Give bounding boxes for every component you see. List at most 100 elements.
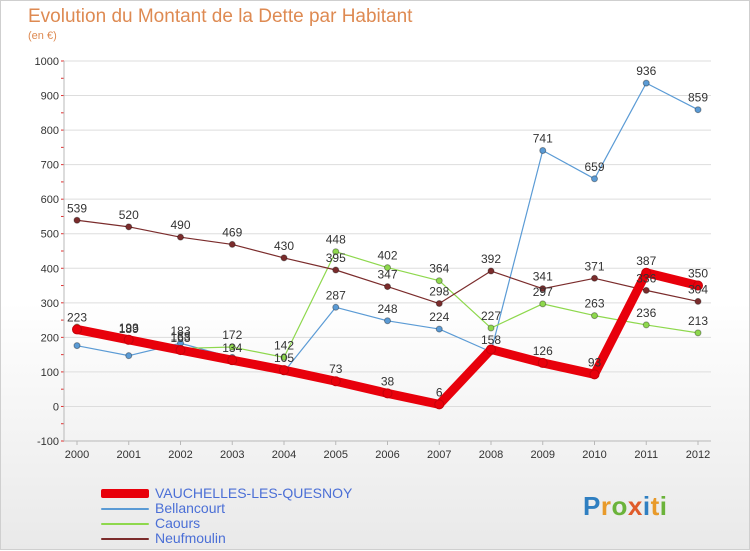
y-tick-label: 400 bbox=[41, 263, 59, 275]
data-label: 126 bbox=[533, 344, 553, 358]
data-point bbox=[642, 321, 650, 329]
x-tick-label: 2009 bbox=[531, 449, 555, 461]
data-label: 93 bbox=[588, 355, 602, 369]
axis-layer: -100 0 100 200 300 400 500 600 700 800 900 1000 2000… bbox=[35, 56, 711, 461]
data-point bbox=[384, 317, 391, 325]
data-point bbox=[589, 369, 600, 380]
data-label: 236 bbox=[636, 306, 656, 320]
data-point bbox=[487, 324, 495, 332]
data-label: 371 bbox=[584, 259, 604, 273]
data-point bbox=[227, 355, 238, 366]
data-point bbox=[330, 376, 341, 387]
data-point bbox=[694, 106, 702, 114]
data-point bbox=[73, 342, 81, 350]
data-point bbox=[694, 297, 702, 305]
data-point bbox=[694, 329, 702, 337]
x-tick-label: 2010 bbox=[582, 449, 606, 461]
x-tick-label: 2012 bbox=[686, 449, 710, 461]
data-point bbox=[279, 365, 289, 376]
data-label: 490 bbox=[170, 218, 190, 232]
data-label: 248 bbox=[377, 302, 397, 316]
data-label: 336 bbox=[636, 271, 656, 285]
x-tick-label: 2006 bbox=[375, 449, 399, 461]
data-label: 298 bbox=[429, 285, 449, 299]
y-tick-label: 800 bbox=[41, 125, 59, 137]
data-label-layer: 223 193 163 134 105 73 38 6 126 93 387 350 183 287 248… bbox=[67, 64, 708, 399]
data-point bbox=[693, 280, 703, 291]
y-tick-label: 900 bbox=[41, 91, 59, 103]
data-label: 134 bbox=[222, 341, 242, 355]
x-tick-label: 2011 bbox=[634, 449, 658, 461]
x-tick-label: 2007 bbox=[427, 449, 451, 461]
data-point bbox=[123, 334, 134, 345]
data-point bbox=[591, 175, 598, 183]
data-point bbox=[539, 300, 547, 308]
y-tick-label: 600 bbox=[41, 194, 59, 206]
data-point bbox=[125, 223, 133, 231]
data-label: 193 bbox=[119, 321, 139, 335]
data-point bbox=[228, 343, 236, 351]
data-label: 520 bbox=[119, 208, 139, 222]
data-label: 448 bbox=[326, 233, 346, 247]
data-point bbox=[332, 248, 340, 256]
legend-swatch bbox=[101, 538, 149, 540]
data-label: 263 bbox=[584, 297, 604, 311]
data-label: 430 bbox=[274, 239, 294, 253]
data-label: 469 bbox=[222, 225, 242, 239]
data-label: 402 bbox=[377, 249, 397, 263]
data-label: 539 bbox=[67, 201, 87, 215]
data-label: 659 bbox=[584, 160, 604, 174]
data-point bbox=[642, 79, 650, 87]
x-tick-label: 2002 bbox=[168, 449, 192, 461]
data-label: 395 bbox=[326, 251, 346, 265]
data-point bbox=[591, 312, 598, 320]
data-point bbox=[175, 345, 186, 356]
data-point bbox=[382, 388, 393, 399]
y-tick-label: 100 bbox=[41, 367, 59, 379]
x-tick-label: 2000 bbox=[65, 449, 89, 461]
data-label: 105 bbox=[274, 351, 294, 365]
data-label: 6 bbox=[436, 385, 443, 399]
data-label: 287 bbox=[326, 288, 346, 302]
data-point bbox=[642, 286, 650, 294]
data-label: 142 bbox=[274, 338, 294, 352]
x-tick-label: 2004 bbox=[272, 449, 296, 461]
data-label: 223 bbox=[67, 310, 87, 324]
data-point bbox=[332, 266, 340, 274]
data-label: 304 bbox=[688, 282, 708, 296]
y-tick-label: 200 bbox=[41, 332, 59, 344]
y-tick-label: 300 bbox=[41, 298, 59, 310]
data-point bbox=[125, 352, 133, 360]
data-label: 163 bbox=[170, 331, 190, 345]
chart-subtitle: (en €) bbox=[28, 30, 57, 42]
data-label: 38 bbox=[381, 374, 395, 388]
data-point bbox=[384, 283, 391, 291]
x-tick-label: 2003 bbox=[220, 449, 244, 461]
legend-label: VAUCHELLES-LES-QUESNOY bbox=[155, 485, 353, 501]
data-point bbox=[435, 325, 443, 333]
legend-swatch bbox=[101, 508, 149, 510]
y-tick-label: 500 bbox=[41, 229, 59, 241]
data-label: 227 bbox=[481, 309, 501, 323]
data-point bbox=[332, 303, 340, 311]
data-point bbox=[641, 267, 652, 278]
x-tick-label: 2005 bbox=[324, 449, 348, 461]
data-point bbox=[486, 344, 496, 355]
data-label: 189 bbox=[119, 322, 139, 336]
data-point bbox=[280, 353, 288, 361]
data-point bbox=[280, 254, 288, 262]
y-tick-label: -100 bbox=[37, 436, 59, 448]
data-label: 172 bbox=[222, 328, 242, 342]
data-label: 213 bbox=[688, 314, 708, 328]
data-point bbox=[487, 267, 495, 275]
proxiti-logo: Proxiti bbox=[583, 491, 668, 521]
chart-title: Evolution du Montant de la Dette par Hab… bbox=[28, 6, 413, 27]
legend-label: Bellancourt bbox=[155, 500, 226, 516]
data-label: 387 bbox=[636, 254, 656, 268]
legend-swatch bbox=[101, 489, 149, 498]
data-label: 936 bbox=[636, 64, 656, 78]
series-layer bbox=[72, 79, 703, 410]
data-label: 224 bbox=[429, 310, 449, 324]
